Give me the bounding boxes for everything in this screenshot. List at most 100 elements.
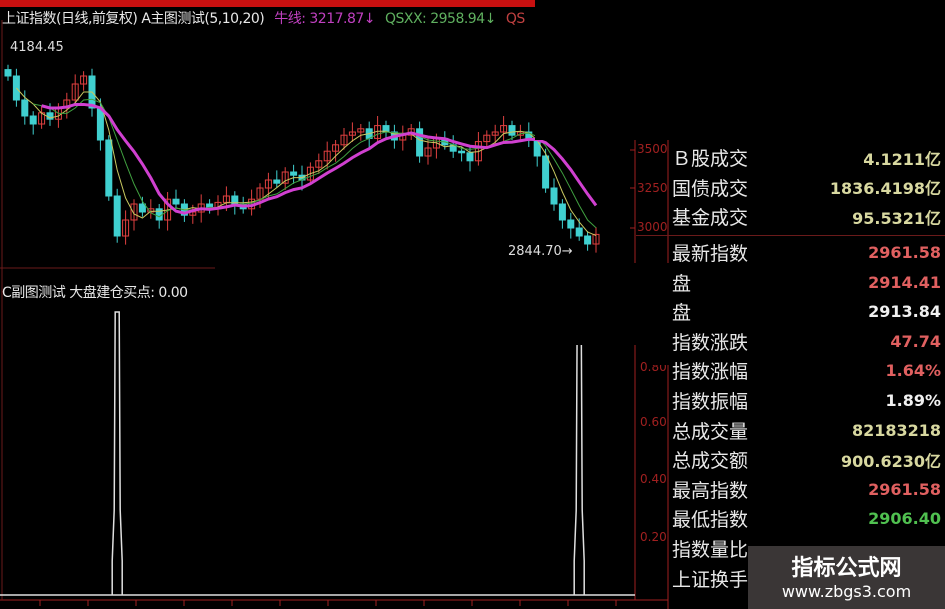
redacted-area-middle (215, 263, 720, 345)
panel-divider (636, 234, 945, 236)
quote-value: 47.74 (890, 331, 941, 351)
quote-value: 4.1211亿 (863, 149, 941, 169)
quote-row: 最高指数 2961.58 (672, 475, 945, 505)
candle-body (416, 128, 424, 157)
candle-body (567, 219, 575, 229)
quote-row: 指数量比 (672, 534, 945, 564)
buy-point-spike (111, 311, 123, 595)
quote-value: 1836.4198亿 (829, 179, 941, 199)
quote-label: Ｂ股成交 (672, 148, 749, 171)
candle-body (575, 227, 583, 237)
candle-body (483, 134, 491, 143)
candle-body (138, 203, 146, 213)
ma-long-line (41, 102, 598, 215)
candle-body (264, 179, 272, 189)
qs-value-cut: QS (505, 11, 525, 27)
candle-body (584, 235, 592, 245)
quote-label: 指数涨跌 (672, 331, 749, 354)
y-tick-3500: 3500 (637, 142, 668, 156)
redacted-area-top (535, 0, 945, 140)
candle-body (96, 107, 104, 141)
candle-body (357, 128, 365, 133)
candle-body (592, 233, 600, 245)
quote-label: 总成交量 (672, 420, 749, 443)
candle-body (458, 150, 466, 154)
ma-short-line (16, 87, 597, 237)
quote-value: 2961.58 (868, 243, 941, 263)
quote-row: 盘 2914.41 (672, 267, 945, 297)
quote-value: 2961.58 (868, 479, 941, 499)
low-value: 2844.70 (508, 244, 562, 259)
quote-row: 上证换手 (672, 563, 945, 593)
low-annotation: 2844.70→ (508, 244, 573, 259)
title-bar-strip (0, 0, 945, 7)
quote-label: 基金成交 (672, 207, 749, 230)
candle-body (113, 195, 121, 237)
candle-body (323, 150, 331, 162)
bull-line-value: 牛线: 3217.87↓ (274, 11, 376, 27)
sub-y-tick-060: 0.60 (640, 415, 667, 429)
quote-row: 盘 2913.84 (672, 297, 945, 327)
high-annotation: 4184.45 (10, 40, 64, 55)
candle-body (558, 203, 566, 221)
candle-body (306, 166, 314, 181)
quote-row: 指数涨跌 47.74 (672, 327, 945, 357)
quote-row: 总成交额 900.6230亿 (672, 445, 945, 475)
sub-y-tick-020: 0.20 (640, 530, 667, 544)
candle-body (315, 160, 323, 168)
candle-body (348, 131, 356, 136)
quote-panel: Ｂ股成交 4.1211亿 国债成交 1836.4198亿 基金成交 95.5321亿 最新… (636, 143, 945, 593)
candle-body (29, 115, 37, 125)
quote-label: 指数振幅 (672, 391, 749, 414)
quote-row: 指数涨幅 1.64% (672, 356, 945, 386)
quote-row: 基金成交 95.5321亿 (672, 202, 945, 232)
quote-label: 最新指数 (672, 243, 749, 266)
candle-body (550, 187, 558, 205)
quote-label: 总成交额 (672, 450, 749, 473)
candle-body (4, 69, 12, 77)
candle-body (281, 171, 289, 184)
quote-value: 1.89% (885, 391, 941, 411)
candle-body (500, 125, 508, 133)
redacted-area-small (650, 345, 712, 365)
quote-row: 总成交量 82183218 (672, 415, 945, 445)
sub-y-tick-040: 0.40 (640, 472, 667, 486)
quote-label: 最高指数 (672, 479, 749, 502)
candle-body (172, 198, 180, 205)
quote-label: 指数涨幅 (672, 361, 749, 384)
quote-label: 最低指数 (672, 509, 749, 532)
quote-value: 2906.40 (868, 509, 941, 529)
candle-body (71, 83, 79, 101)
candle-body (122, 219, 130, 237)
quote-row: 最新指数 2961.58 (672, 238, 945, 268)
watermark: 指标公式网 www.zbgs3.com (748, 546, 945, 609)
qsxx-value: QSXX: 2958.94↓ (384, 11, 496, 27)
quote-label: 指数量比 (672, 539, 749, 562)
quote-label: 盘 (672, 272, 692, 295)
quote-value: 900.6230亿 (840, 451, 941, 471)
quote-value: 1.64% (885, 361, 941, 381)
quote-value: 2914.41 (868, 272, 941, 292)
symbol-title: 上证指数(日线,前复权) A主图测试(5,10,20) (2, 11, 265, 27)
watermark-url: www.zbgs3.com (781, 582, 912, 601)
candle-body (21, 99, 29, 117)
quote-row: Ｂ股成交 4.1211亿 (672, 143, 945, 173)
candle-body (290, 171, 298, 176)
quote-row: 最低指数 2906.40 (672, 504, 945, 534)
candle-body (332, 144, 340, 152)
candle-body (80, 75, 88, 85)
quote-label: 上证换手 (672, 568, 749, 591)
candle-body (273, 179, 281, 184)
buy-point-spike (573, 311, 585, 595)
candle-body (508, 125, 516, 136)
candle-body (340, 134, 348, 146)
candle-body (130, 203, 138, 221)
candle-body (424, 147, 432, 157)
candle-body (542, 155, 550, 189)
quote-value: 2913.84 (868, 302, 941, 322)
watermark-name: 指标公式网 (791, 556, 902, 581)
quote-value: 82183218 (851, 420, 941, 440)
y-tick-3250: 3250 (637, 181, 668, 195)
quote-row: 指数振幅 1.89% (672, 386, 945, 416)
